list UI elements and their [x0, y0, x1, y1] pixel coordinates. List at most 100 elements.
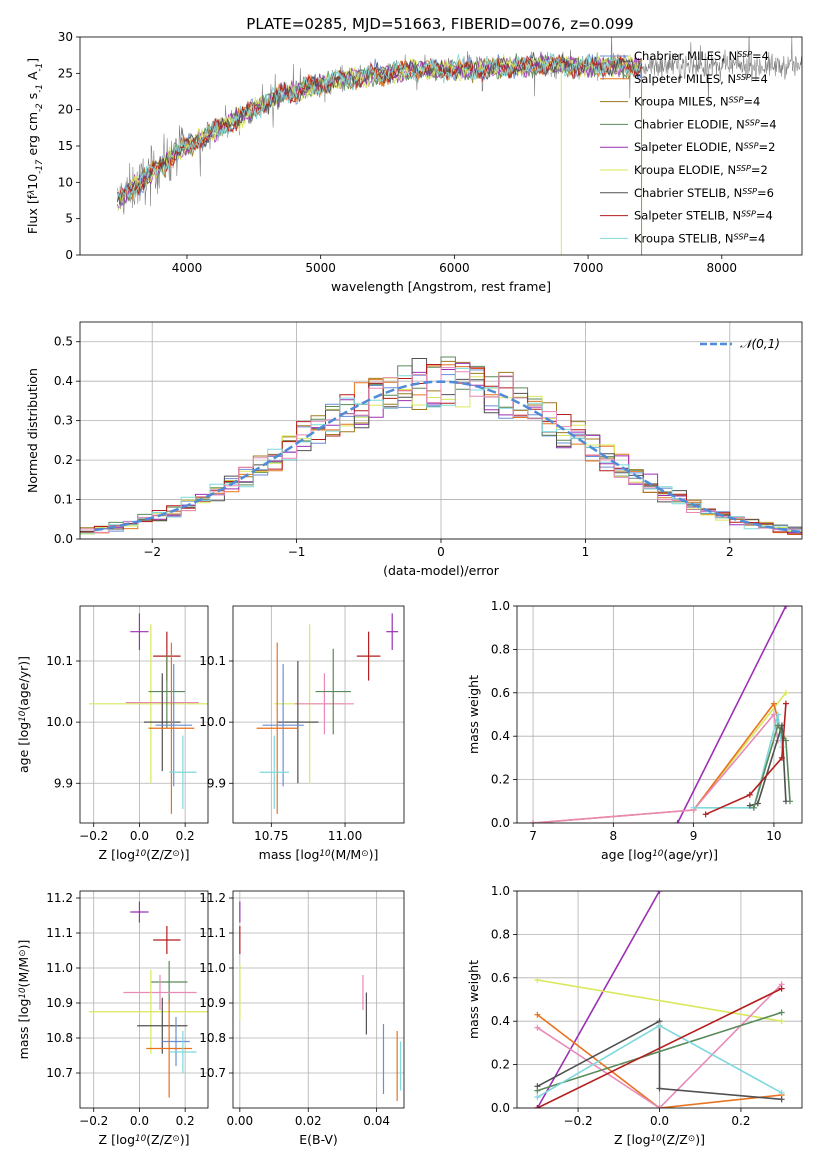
z_mass-frame — [79, 890, 209, 1109]
y-tick-label: 0.6 — [491, 686, 510, 700]
weight-marker — [778, 1009, 785, 1016]
x-tick-label: 0.0 — [650, 1114, 669, 1128]
y-tick-label: 10 — [58, 175, 73, 189]
x-axis-label: Z [log10(Z/Z⊙)] — [99, 1132, 190, 1147]
histogram-step — [80, 367, 802, 533]
x-tick-label: 9 — [690, 829, 698, 843]
mass_age-panel: 10.75 11.00 9.9 10.0 10.1 mass [log10(M/M⊙)] — [199, 605, 405, 862]
age_weight-panel: 7 8 9 10 0.0 0.2 0.4 0.6 0.8 1.0 age [log10(age/yr… — [466, 599, 803, 862]
age_weight-plot-area — [530, 606, 793, 823]
weight-marker — [774, 722, 781, 729]
weight-marker — [656, 1085, 663, 1092]
x-tick-label: 0.0 — [130, 829, 149, 843]
weight-marker — [786, 798, 793, 805]
weight-line — [537, 979, 782, 1022]
y-tick-label: 0.6 — [491, 971, 510, 985]
y-tick-label: 10.0 — [46, 715, 73, 729]
y-tick-label: 10.9 — [199, 996, 226, 1010]
model-line — [116, 52, 643, 205]
weight-line — [753, 723, 791, 809]
weight-marker — [778, 1096, 785, 1103]
y-tick-label: 0.0 — [491, 816, 510, 830]
weight-line — [705, 703, 787, 816]
x-tick-label: 0.2 — [176, 829, 195, 843]
x-tick-label: 0 — [437, 545, 445, 559]
weight-marker — [778, 754, 785, 761]
weight-line — [676, 606, 787, 823]
x-axis-label: Z [log10(Z/Z⊙)] — [99, 847, 190, 862]
y-axis-label: age [log10(age/yr)] — [16, 656, 31, 773]
weight-line — [537, 1011, 782, 1092]
normal-curve — [94, 380, 802, 534]
weight-marker — [782, 700, 789, 707]
age_weight-frame — [516, 605, 803, 824]
x-tick-label: 4000 — [172, 261, 203, 275]
y-tick-label: 11.2 — [46, 891, 73, 905]
z_age-plot-area — [89, 613, 208, 814]
weight-marker — [770, 700, 777, 707]
y-tick-label: 0.0 — [54, 532, 73, 546]
residuals-plot-area — [80, 356, 802, 535]
y-tick-label: 0 — [65, 248, 73, 262]
x-axis-label: E(B-V) — [299, 1132, 338, 1147]
x-tick-label: −1 — [288, 545, 306, 559]
histogram-step — [80, 367, 802, 534]
weight-marker — [534, 1011, 541, 1018]
weight-marker — [782, 689, 789, 696]
weight-marker — [656, 1022, 663, 1029]
y-tick-label: 10.8 — [46, 1031, 73, 1045]
legend-label: 𝒩(0,1) — [740, 337, 780, 351]
weight-marker — [534, 1087, 541, 1094]
ebv_mass-panel: 0.00 0.02 0.04 10.7 10.8 10.9 11.0 11.1 11.2 E(B-… — [199, 890, 405, 1147]
y-tick-label: 30 — [58, 30, 73, 44]
x-tick-label: 0.02 — [295, 1114, 322, 1128]
y-tick-label: 0.2 — [491, 1058, 510, 1072]
spectrum-panel: 4000 5000 6000 7000 8000 0 5 10 15 20 25 30 waveleng… — [25, 30, 803, 294]
z_mass-panel: −0.2 0.0 0.2 10.7 10.8 10.9 11.0 11.1 11.2 Z [log… — [16, 890, 209, 1147]
legend-label: Kroupa STELIB, NSSP=4 — [634, 231, 765, 245]
x-tick-label: 7 — [529, 829, 537, 843]
weight-line — [749, 725, 787, 807]
y-axis-label: mass [log10(M/M⊙)] — [16, 940, 31, 1060]
weight-marker — [702, 811, 709, 818]
weight-marker — [778, 1089, 785, 1096]
weight-marker — [746, 791, 753, 798]
weight-marker — [750, 804, 757, 811]
x-tick-label: 8000 — [707, 261, 738, 275]
y-tick-label: 15 — [58, 139, 73, 153]
y-tick-label: 5 — [65, 212, 73, 226]
weight-marker — [534, 1024, 541, 1031]
weight-marker — [530, 820, 537, 823]
legend-label: Chabrier MILES, NSSP=4 — [634, 49, 769, 63]
x-tick-label: −0.2 — [564, 1114, 593, 1128]
y-tick-label: 10.1 — [199, 654, 226, 668]
weight-marker — [534, 1105, 541, 1108]
y-axis-label: Normed distribution — [25, 368, 40, 493]
y-tick-label: 0.8 — [491, 927, 510, 941]
y-tick-label: 10.7 — [199, 1066, 226, 1080]
z_weight-panel: −0.2 0.0 0.2 0.0 0.2 0.4 0.6 0.8 1.0 Z [log10(Z/Z… — [466, 884, 803, 1147]
y-tick-label: 0.4 — [491, 729, 510, 743]
x-axis-label: (data-model)/error — [383, 563, 500, 578]
y-tick-label: 25 — [58, 66, 73, 80]
model-line — [117, 53, 642, 212]
x-tick-label: 8 — [610, 829, 618, 843]
x-tick-label: 5000 — [305, 261, 336, 275]
y-tick-label: 0.0 — [491, 1101, 510, 1115]
legend-label: Kroupa ELODIE, NSSP=2 — [634, 163, 768, 177]
y-tick-label: 11.1 — [46, 926, 73, 940]
residuals-panel: −2 −1 0 1 2 0.0 0.1 0.2 0.3 0.4 0.5 (data-model)/er… — [25, 321, 803, 578]
x-tick-label: 0.2 — [176, 1114, 195, 1128]
weight-line — [537, 1019, 782, 1101]
x-axis-label: Z [log10(Z/Z⊙)] — [614, 1132, 705, 1147]
y-tick-label: 0.4 — [491, 1014, 510, 1028]
x-axis-label: mass [log10(M/M⊙)] — [259, 847, 379, 862]
y-tick-label: 0.2 — [54, 453, 73, 467]
weight-marker — [656, 891, 663, 894]
x-tick-label: 0.04 — [363, 1114, 390, 1128]
x-tick-label: 0.0 — [130, 1114, 149, 1128]
mass_age-plot-area — [256, 613, 399, 814]
y-tick-label: 0.4 — [54, 374, 73, 388]
y-tick-label: 0.8 — [491, 642, 510, 656]
figure-title: PLATE=0285, MJD=51663, FIBERID=0076, z=0… — [246, 15, 633, 33]
